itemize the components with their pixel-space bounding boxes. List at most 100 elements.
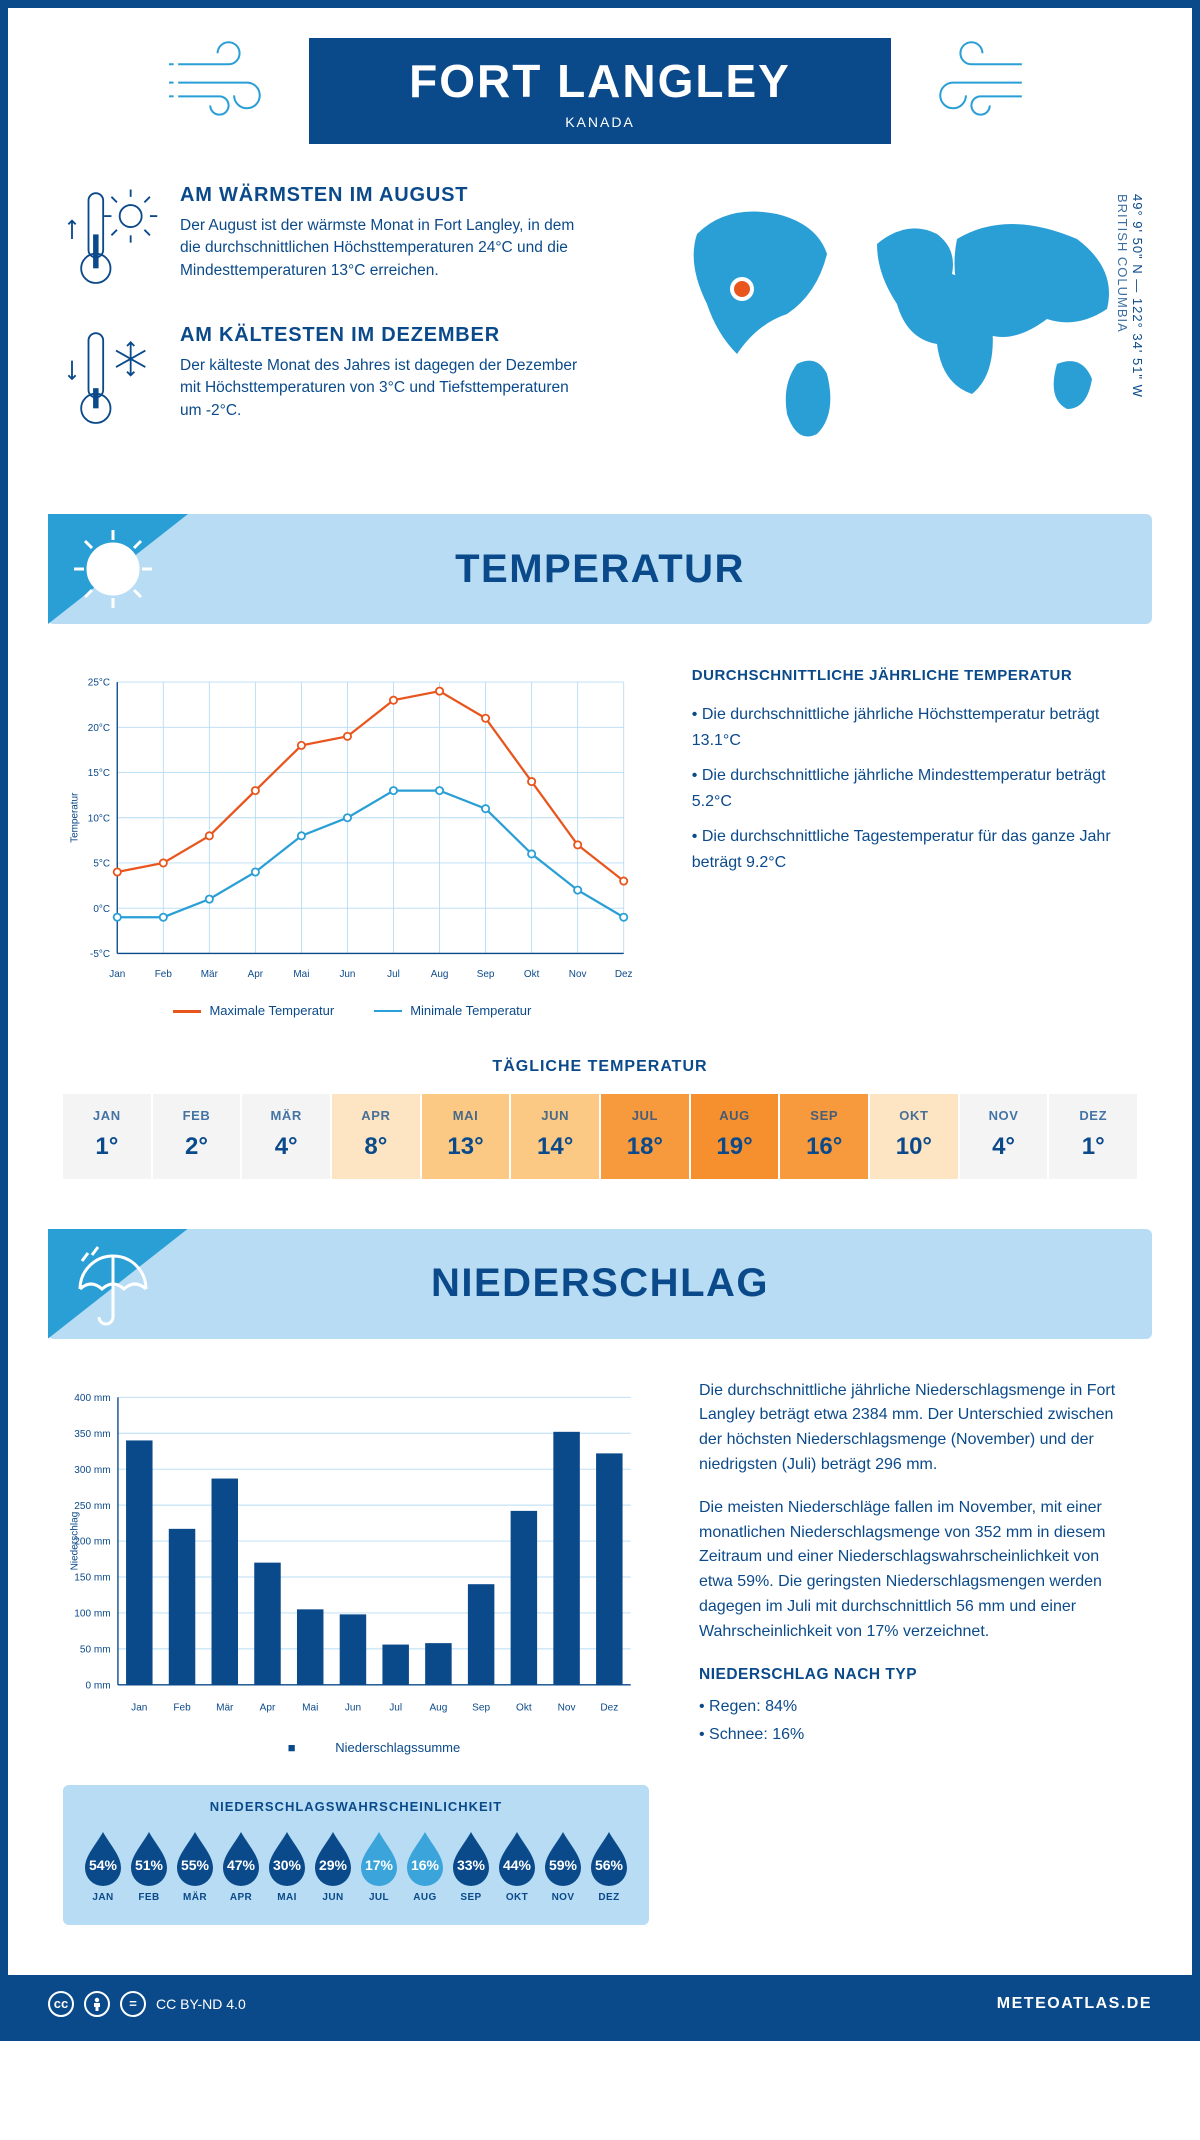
precip-paragraph: Die meisten Niederschläge fallen im Nove… [699, 1496, 1137, 1645]
svg-text:Okt: Okt [524, 969, 540, 980]
svg-text:5°C: 5°C [93, 859, 110, 870]
svg-text:30%: 30% [273, 1857, 302, 1873]
coordinates: 49° 9' 50" N — 122° 34' 51" W BRITISH CO… [1115, 194, 1145, 444]
svg-text:Apr: Apr [248, 969, 264, 980]
svg-text:47%: 47% [227, 1857, 256, 1873]
svg-text:16%: 16% [411, 1857, 440, 1873]
svg-text:100 mm: 100 mm [74, 1608, 110, 1619]
title-banner: FORT LANGLEY KANADA [309, 38, 891, 144]
svg-text:Temperatur: Temperatur [69, 792, 80, 843]
intro-row: AM WÄRMSTEN IM AUGUST Der August ist der… [8, 154, 1192, 494]
country: KANADA [409, 114, 791, 130]
daily-cell: JAN1° [63, 1094, 151, 1179]
precip-prob-drop: 56% DEZ [587, 1828, 631, 1903]
daily-cell: SEP16° [780, 1094, 868, 1179]
daily-cell: MÄR4° [242, 1094, 330, 1179]
section-title: TEMPERATUR [48, 547, 1152, 592]
svg-text:Aug: Aug [431, 969, 449, 980]
precip-prob-drop: 16% AUG [403, 1828, 447, 1903]
svg-text:Mär: Mär [201, 969, 219, 980]
precip-prob-box: NIEDERSCHLAGSWAHRSCHEINLICHKEIT 54% JAN … [63, 1785, 649, 1925]
daily-cell: MAI13° [422, 1094, 510, 1179]
svg-text:56%: 56% [595, 1857, 624, 1873]
svg-text:Okt: Okt [516, 1702, 532, 1713]
svg-text:Mai: Mai [302, 1702, 318, 1713]
svg-text:Jun: Jun [345, 1702, 361, 1713]
fact-cold-title: AM KÄLTESTEN IM DEZEMBER [180, 324, 580, 347]
fact-cold: AM KÄLTESTEN IM DEZEMBER Der kälteste Mo… [63, 324, 627, 434]
footer: cc = CC BY-ND 4.0 METEOATLAS.DE [8, 1975, 1192, 2033]
site-name: METEOATLAS.DE [997, 1995, 1152, 2013]
svg-text:20°C: 20°C [88, 723, 110, 734]
svg-text:Sep: Sep [477, 969, 495, 980]
svg-text:Mai: Mai [293, 969, 309, 980]
legend-max: Maximale Temperatur [173, 1003, 334, 1018]
svg-text:Jan: Jan [109, 969, 125, 980]
daily-cell: OKT10° [870, 1094, 958, 1179]
precip-prob-drop: 30% MAI [265, 1828, 309, 1903]
daily-cell: DEZ1° [1049, 1094, 1137, 1179]
svg-text:Mär: Mär [216, 1702, 234, 1713]
svg-text:15°C: 15°C [88, 768, 110, 779]
daily-cell: FEB2° [153, 1094, 241, 1179]
section-title: NIEDERSCHLAG [48, 1261, 1152, 1306]
temperature-chart: -5°C0°C5°C10°C15°C20°C25°CJanFebMärAprMa… [63, 664, 642, 1018]
precip-text: Die durchschnittliche jährliche Niedersc… [699, 1379, 1137, 1767]
cc-icon: cc [48, 1991, 74, 2017]
by-icon [84, 1991, 110, 2017]
precip-type: • Schnee: 16% [699, 1723, 1137, 1748]
svg-text:Dez: Dez [600, 1702, 618, 1713]
svg-text:33%: 33% [457, 1857, 486, 1873]
thermometer-sun-icon [63, 184, 158, 294]
fact-cold-body: Der kälteste Monat des Jahres ist dagege… [180, 355, 580, 422]
sun-icon [68, 524, 158, 614]
svg-text:0°C: 0°C [93, 904, 110, 915]
svg-text:300 mm: 300 mm [74, 1464, 110, 1475]
svg-text:0 mm: 0 mm [85, 1680, 110, 1691]
svg-text:Sep: Sep [472, 1702, 490, 1713]
temperature-body: -5°C0°C5°C10°C15°C20°C25°CJanFebMärAprMa… [8, 664, 1192, 1018]
daily-cell: APR8° [332, 1094, 420, 1179]
daily-temp-title: TÄGLICHE TEMPERATUR [8, 1058, 1192, 1076]
svg-text:400 mm: 400 mm [74, 1393, 110, 1404]
precip-paragraph: Die durchschnittliche jährliche Niedersc… [699, 1379, 1137, 1478]
svg-text:Apr: Apr [260, 1702, 276, 1713]
svg-text:50 mm: 50 mm [80, 1644, 111, 1655]
precip-prob-drop: 29% JUN [311, 1828, 355, 1903]
thermometer-snow-icon [63, 324, 158, 434]
legend-min: Minimale Temperatur [374, 1003, 531, 1018]
precip-prob-drop: 47% APR [219, 1828, 263, 1903]
svg-text:29%: 29% [319, 1857, 348, 1873]
umbrella-icon [68, 1239, 158, 1329]
precip-prob-title: NIEDERSCHLAGSWAHRSCHEINLICHKEIT [81, 1799, 631, 1814]
fact-warm-body: Der August ist der wärmste Monat in Fort… [180, 215, 580, 282]
svg-text:350 mm: 350 mm [74, 1428, 110, 1439]
svg-text:Aug: Aug [429, 1702, 447, 1713]
wind-icon [921, 38, 1031, 118]
infographic-frame: FORT LANGLEY KANADA [0, 0, 1200, 2041]
nd-icon: = [120, 1991, 146, 2017]
world-map: 49° 9' 50" N — 122° 34' 51" W BRITISH CO… [657, 184, 1137, 464]
svg-text:Nov: Nov [569, 969, 587, 980]
svg-text:Jun: Jun [339, 969, 355, 980]
section-banner-precip: NIEDERSCHLAG [48, 1229, 1152, 1339]
precip-prob-drop: 17% JUL [357, 1828, 401, 1903]
fact-warm-title: AM WÄRMSTEN IM AUGUST [180, 184, 580, 207]
svg-text:59%: 59% [549, 1857, 578, 1873]
precip-prob-row: 54% JAN 51% FEB 55% MÄR 47% APR 30% MAI … [81, 1828, 631, 1903]
temp-side-heading: DURCHSCHNITTLICHE JÄHRLICHE TEMPERATUR [692, 664, 1137, 688]
svg-text:Jan: Jan [131, 1702, 147, 1713]
daily-cell: NOV4° [960, 1094, 1048, 1179]
intro-facts: AM WÄRMSTEN IM AUGUST Der August ist der… [63, 184, 627, 464]
svg-text:250 mm: 250 mm [74, 1500, 110, 1511]
svg-text:Dez: Dez [615, 969, 633, 980]
temperature-summary: DURCHSCHNITTLICHE JÄHRLICHE TEMPERATUR •… [692, 664, 1137, 1018]
svg-text:44%: 44% [503, 1857, 532, 1873]
legend-precip: ■ Niederschlagssumme [252, 1740, 460, 1755]
svg-text:10°C: 10°C [88, 813, 110, 824]
header: FORT LANGLEY KANADA [8, 8, 1192, 154]
svg-text:51%: 51% [135, 1857, 164, 1873]
daily-cell: AUG19° [691, 1094, 779, 1179]
daily-temp-table: JAN1°FEB2°MÄR4°APR8°MAI13°JUN14°JUL18°AU… [63, 1094, 1137, 1179]
precip-bar-chart: 0 mm50 mm100 mm150 mm200 mm250 mm300 mm3… [63, 1379, 649, 1727]
